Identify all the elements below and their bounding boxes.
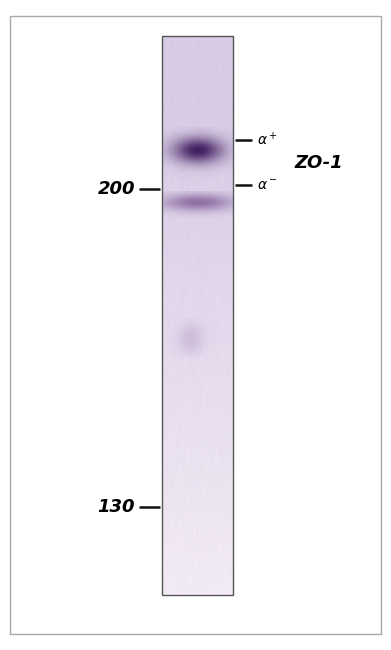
Bar xyxy=(162,36,233,595)
Text: ZO-1: ZO-1 xyxy=(294,153,343,172)
Text: $\alpha^-$: $\alpha^-$ xyxy=(257,178,278,192)
Text: $\alpha^+$: $\alpha^+$ xyxy=(257,131,278,148)
Text: 200: 200 xyxy=(97,179,135,198)
Text: 130: 130 xyxy=(97,498,135,516)
